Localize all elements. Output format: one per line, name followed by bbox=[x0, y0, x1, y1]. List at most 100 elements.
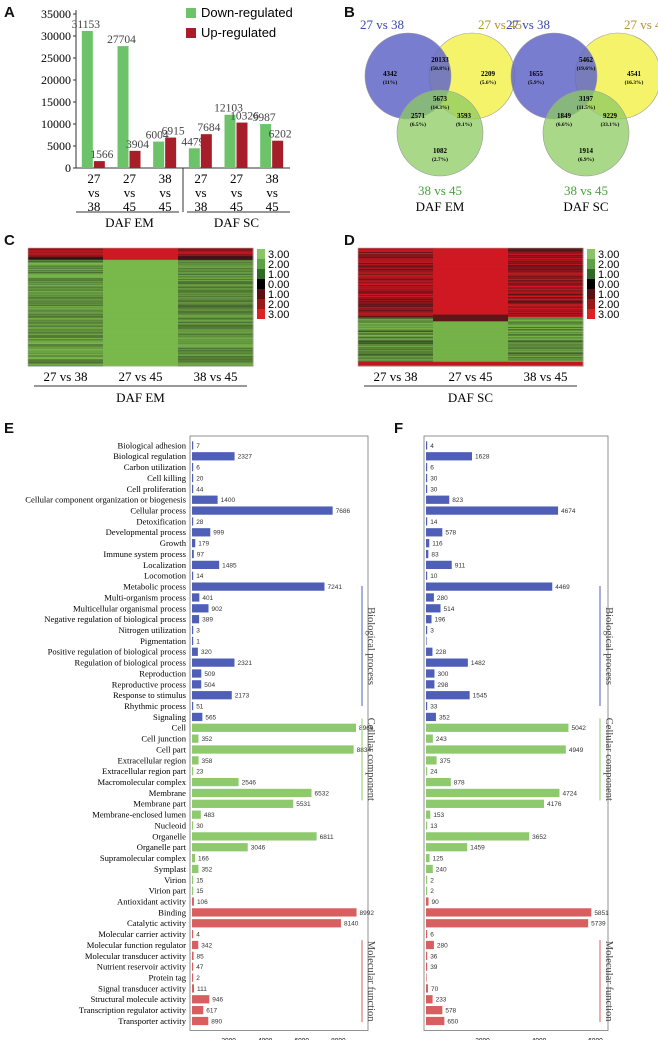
go-bar-value: 51 bbox=[196, 704, 204, 711]
heatmap-cell bbox=[358, 336, 434, 338]
heatmap-cell bbox=[433, 270, 509, 273]
venn-region-percent: (50.8%) bbox=[431, 65, 450, 72]
heatmap-cell bbox=[103, 282, 179, 284]
heatmap-cell bbox=[358, 307, 434, 309]
go-bar bbox=[192, 930, 194, 939]
heatmap-cell bbox=[433, 295, 509, 297]
heatmap-cell bbox=[508, 282, 584, 284]
heatmap-cell bbox=[433, 266, 509, 268]
heatmap-cell bbox=[103, 248, 179, 250]
heatmap-cell bbox=[433, 347, 509, 349]
go-bar-value: 8992 bbox=[360, 910, 375, 917]
heatmap-cell bbox=[28, 314, 104, 316]
heatmap-cell bbox=[103, 314, 179, 316]
heatmap-cell bbox=[433, 349, 509, 351]
go-bar-value: 179 bbox=[198, 541, 209, 548]
go-bar-value: 13 bbox=[430, 823, 438, 830]
go-category-label: Virion part bbox=[149, 886, 187, 896]
go-bar bbox=[426, 756, 437, 765]
heatmap-cell bbox=[433, 303, 509, 305]
heatmap-cell bbox=[103, 304, 179, 306]
heatmap-cell bbox=[508, 280, 584, 283]
heatmap-column-label: 27 vs 38 bbox=[373, 369, 417, 384]
heatmap-cell bbox=[28, 254, 104, 257]
heatmap-cell bbox=[28, 270, 104, 273]
heatmap-cell bbox=[433, 352, 509, 354]
plot-frame bbox=[423, 435, 609, 1031]
heatmap-cell bbox=[358, 353, 434, 355]
heatmap-cell bbox=[103, 258, 179, 261]
heatmap-cell bbox=[433, 345, 509, 348]
heatmap-cell bbox=[508, 269, 584, 272]
heatmap-cell bbox=[103, 259, 179, 262]
heatmap-cell bbox=[28, 291, 104, 294]
heatmap-cell bbox=[433, 307, 509, 309]
heatmap-cell bbox=[508, 274, 584, 277]
go-bar bbox=[426, 908, 592, 917]
go-category-label: Cell part bbox=[156, 744, 186, 754]
heatmap-cell bbox=[508, 326, 584, 328]
go-category-label: Signal transducer activity bbox=[98, 983, 187, 993]
heatmap-cell bbox=[103, 342, 179, 344]
go-group-label: Cellular component bbox=[365, 718, 376, 801]
go-bar-value: 7 bbox=[196, 443, 200, 450]
heatmap-cell bbox=[28, 364, 104, 366]
heatmap-cell bbox=[103, 249, 179, 252]
bar-up bbox=[165, 137, 177, 168]
heatmap-cell bbox=[358, 348, 434, 350]
heatmap-cell bbox=[358, 296, 434, 298]
heatmap-cell bbox=[358, 285, 434, 287]
heatmap-cell bbox=[28, 295, 104, 297]
heatmap-cell bbox=[508, 312, 584, 315]
heatmap-cell bbox=[178, 339, 254, 341]
heatmap-cell bbox=[28, 299, 104, 301]
bar-up bbox=[200, 134, 212, 168]
heatmap-cell bbox=[433, 356, 509, 359]
heatmap-cell bbox=[508, 333, 584, 335]
go-bar-value: 7241 bbox=[327, 584, 342, 591]
go-bar-value: 2 bbox=[196, 975, 200, 982]
heatmap-cell bbox=[28, 336, 104, 338]
heatmap-cell bbox=[433, 278, 509, 280]
category-label: 38 bbox=[266, 171, 279, 186]
heatmap-cell bbox=[358, 360, 434, 363]
heatmap-cell bbox=[358, 312, 434, 314]
heatmap-cell bbox=[103, 269, 179, 272]
heatmap-cell bbox=[508, 304, 584, 306]
go-bar-value: 28 bbox=[196, 519, 204, 526]
heatmap-cell bbox=[433, 341, 509, 343]
heatmap-cell bbox=[358, 328, 434, 331]
heatmap-cell bbox=[178, 280, 254, 282]
go-bar bbox=[192, 593, 200, 602]
heatmap-cell bbox=[358, 346, 434, 348]
heatmap-cell bbox=[178, 297, 254, 300]
go-bar bbox=[192, 919, 341, 928]
heatmap-cell bbox=[433, 360, 509, 363]
legend-swatch bbox=[587, 289, 595, 299]
heatmap-cell bbox=[433, 290, 509, 293]
heatmap-cell bbox=[508, 348, 584, 350]
heatmap-cell bbox=[358, 270, 434, 273]
category-label: 27 bbox=[230, 171, 244, 186]
heatmap-cell bbox=[28, 252, 104, 254]
go-category-label: Molecular carrier activity bbox=[98, 929, 187, 939]
heatmap-cell bbox=[103, 283, 179, 285]
heatmap-cell bbox=[433, 282, 509, 284]
heatmap-cell bbox=[433, 317, 509, 320]
heatmap-cell bbox=[178, 359, 254, 361]
heatmap-cell bbox=[358, 350, 434, 353]
heatmap-cell bbox=[28, 355, 104, 358]
go-bar-chart-daf-sc: 4162863030823467414578116839111044692805… bbox=[423, 435, 614, 1040]
data-label: 10326 bbox=[230, 111, 259, 123]
heatmap-cell bbox=[358, 315, 434, 317]
go-bar-value: 20 bbox=[196, 475, 204, 482]
heatmap-cell bbox=[178, 289, 254, 291]
venn-circle bbox=[542, 89, 630, 177]
go-bar bbox=[192, 984, 195, 993]
go-category-label: Biological adhesion bbox=[118, 440, 187, 450]
heatmap-cell bbox=[358, 339, 434, 341]
heatmap-cell bbox=[508, 323, 584, 325]
heatmap-cell bbox=[433, 364, 509, 366]
heatmap-cell bbox=[28, 257, 104, 259]
